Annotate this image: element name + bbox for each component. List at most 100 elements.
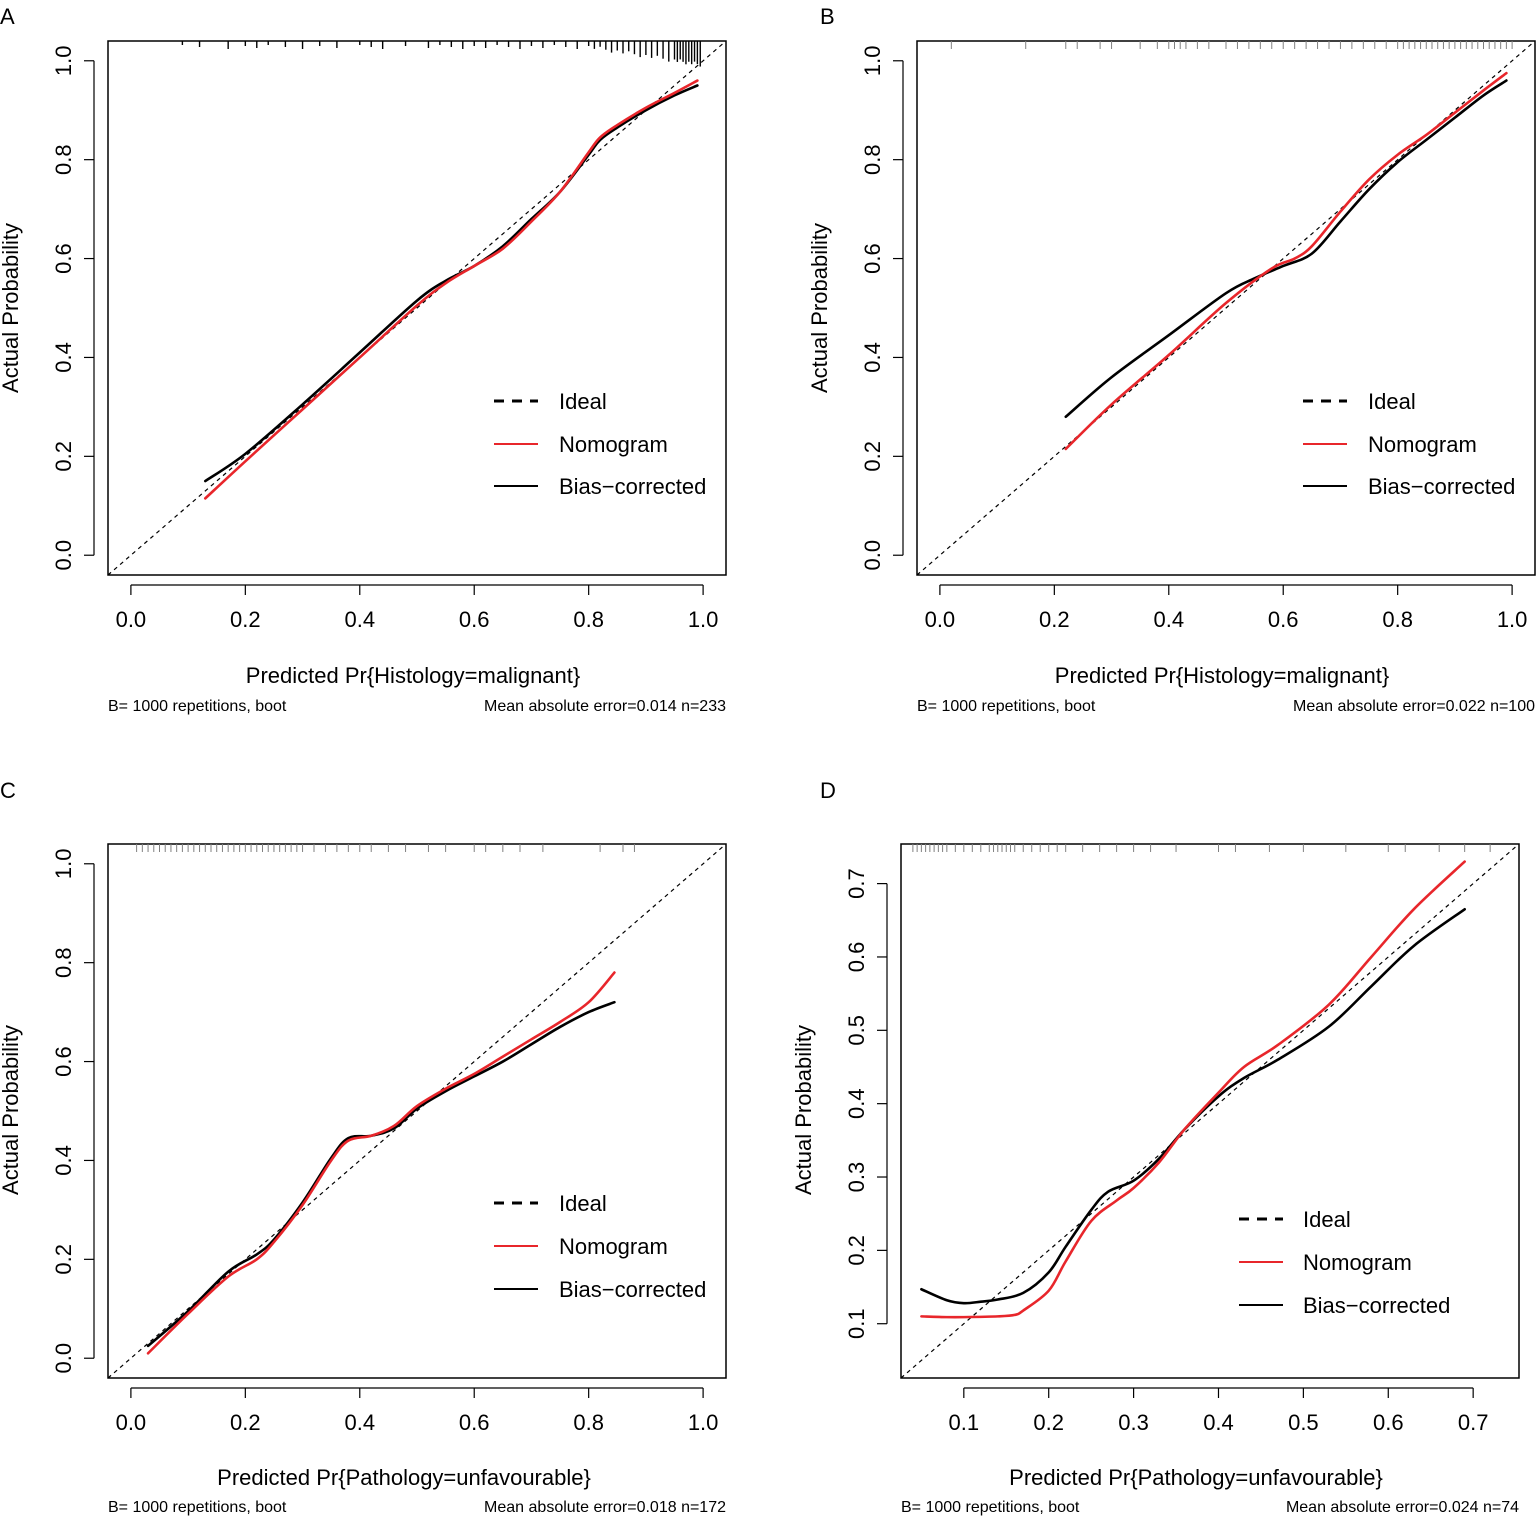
x-axis-label: Predicted Pr{Histology=malignant} bbox=[1055, 663, 1389, 688]
x-tick-label: 0.0 bbox=[925, 607, 956, 632]
x-tick-label: 0.1 bbox=[949, 1410, 980, 1435]
ideal-layer bbox=[900, 843, 1520, 1379]
y-tick-label: 0.2 bbox=[51, 1244, 76, 1275]
x-tick-label: 0.6 bbox=[459, 1410, 490, 1435]
x-tick-label: 0.4 bbox=[344, 607, 375, 632]
panel-b: B 0.0 0.2 0.4 0.6 0.8 1.0 0.00.20.40.60.81.0 … bbox=[807, 4, 1536, 715]
y-tick-label: 0.3 bbox=[844, 1162, 869, 1193]
y-tick-label: 0.6 bbox=[844, 942, 869, 973]
legend-label-nomogram: Nomogram bbox=[1368, 432, 1477, 457]
legend: Ideal Nomogram Bias−corrected bbox=[494, 389, 706, 499]
panel-a: A 0.0 0.2 0.4 0.6 0.8 1.0 0.00.20.40.60.81.0 … bbox=[0, 4, 727, 715]
y-tick-label: 0.6 bbox=[51, 243, 76, 274]
x-tick-label: 0.2 bbox=[230, 1410, 261, 1435]
y-tick-label: 0.8 bbox=[51, 947, 76, 978]
y-axis-ticks: 0.1 0.2 0.3 0.4 0.5 0.6 0.7 bbox=[844, 868, 888, 1339]
panel-c: C 0.0 0.2 0.4 0.6 0.8 1.0 0.00.20.40.60.81.0 … bbox=[0, 778, 727, 1516]
panel-letter: C bbox=[0, 778, 16, 803]
nomogram-curve bbox=[1064, 71, 1508, 451]
legend-label-ideal: Ideal bbox=[559, 1191, 607, 1216]
y-tick-label: 0.4 bbox=[51, 1145, 76, 1176]
rug-layer bbox=[950, 41, 1513, 49]
y-tick-label: 0.4 bbox=[860, 342, 885, 373]
plot-frame bbox=[900, 843, 1520, 1379]
rug-layer bbox=[136, 844, 635, 852]
x-axis-label: Predicted Pr{Histology=malignant} bbox=[246, 663, 580, 688]
ideal-layer bbox=[107, 40, 727, 576]
y-tick-label: 1.0 bbox=[51, 45, 76, 76]
nomogram-curve bbox=[920, 860, 1466, 1319]
bias-corrected-curve bbox=[203, 84, 699, 483]
bias-corrected-curve bbox=[146, 1000, 616, 1348]
x-tick-label: 0.2 bbox=[230, 607, 261, 632]
footnote-left: B= 1000 repetitions, boot bbox=[108, 1499, 287, 1516]
panel-letter: A bbox=[0, 4, 15, 29]
x-tick-label: 0.0 bbox=[116, 1410, 147, 1435]
bias-corrected-curve bbox=[1064, 79, 1508, 419]
y-tick-label: 0.2 bbox=[860, 441, 885, 472]
footnote-left: B= 1000 repetitions, boot bbox=[901, 1499, 1080, 1516]
x-tick-label: 0.3 bbox=[1118, 1410, 1149, 1435]
legend-label-bias-corrected: Bias−corrected bbox=[1303, 1293, 1450, 1318]
y-axis-label: Actual Probability bbox=[0, 1025, 23, 1195]
x-axis-ticks: 0.0 0.2 0.4 0.6 0.8 1.0 bbox=[116, 1387, 718, 1435]
footnote-left: B= 1000 repetitions, boot bbox=[917, 698, 1096, 715]
x-tick-label: 0.4 bbox=[1203, 1410, 1234, 1435]
x-axis-ticks: 0.0 0.2 0.4 0.6 0.8 1.0 bbox=[116, 584, 718, 632]
legend-label-bias-corrected: Bias−corrected bbox=[559, 1277, 706, 1302]
y-tick-label: 0.4 bbox=[844, 1088, 869, 1119]
y-tick-label: 0.7 bbox=[844, 868, 869, 899]
y-tick-label: 0.2 bbox=[51, 441, 76, 472]
legend-label-bias-corrected: Bias−corrected bbox=[1368, 474, 1515, 499]
x-tick-label: 0.6 bbox=[459, 607, 490, 632]
x-axis-label: Predicted Pr{Pathology=unfavourable} bbox=[1009, 1465, 1383, 1490]
x-tick-label: 0.2 bbox=[1039, 607, 1070, 632]
y-tick-label: 0.4 bbox=[51, 342, 76, 373]
y-tick-label: 0.0 bbox=[860, 540, 885, 571]
y-tick-label: 0.1 bbox=[844, 1308, 869, 1339]
y-tick-label: 0.8 bbox=[51, 144, 76, 175]
footnote-right: Mean absolute error=0.018 n=172 bbox=[484, 1499, 726, 1516]
legend-label-nomogram: Nomogram bbox=[559, 432, 668, 457]
legend-label-bias-corrected: Bias−corrected bbox=[559, 474, 706, 499]
y-axis-ticks: 0.0 0.2 0.4 0.6 0.8 1.0 bbox=[860, 45, 904, 571]
y-tick-label: 0.6 bbox=[860, 243, 885, 274]
x-tick-label: 0.2 bbox=[1033, 1410, 1064, 1435]
series-layer bbox=[1064, 71, 1508, 451]
plot-frame bbox=[107, 40, 727, 576]
legend-label-ideal: Ideal bbox=[559, 389, 607, 414]
x-tick-label: 0.0 bbox=[116, 607, 147, 632]
ideal-line bbox=[107, 40, 727, 576]
x-tick-label: 1.0 bbox=[1497, 607, 1528, 632]
panel-letter: D bbox=[820, 778, 836, 803]
footnote-right: Mean absolute error=0.024 n=74 bbox=[1286, 1499, 1519, 1516]
legend: Ideal Nomogram Bias−corrected bbox=[1303, 389, 1515, 499]
legend-label-nomogram: Nomogram bbox=[1303, 1250, 1412, 1275]
ideal-line bbox=[900, 843, 1520, 1379]
panel-letter: B bbox=[820, 4, 835, 29]
y-axis-label: Actual Probability bbox=[791, 1025, 816, 1195]
y-tick-label: 0.8 bbox=[860, 144, 885, 175]
y-tick-label: 1.0 bbox=[860, 45, 885, 76]
legend-label-ideal: Ideal bbox=[1303, 1207, 1351, 1232]
y-tick-label: 0.0 bbox=[51, 1343, 76, 1374]
legend: Ideal Nomogram Bias−corrected bbox=[1239, 1207, 1450, 1318]
x-tick-label: 0.5 bbox=[1288, 1410, 1319, 1435]
y-tick-label: 0.6 bbox=[51, 1046, 76, 1077]
x-axis-ticks: 0.1 0.2 0.3 0.4 0.5 0.6 0.7 bbox=[949, 1387, 1488, 1435]
legend-label-nomogram: Nomogram bbox=[559, 1234, 668, 1259]
x-tick-label: 0.6 bbox=[1373, 1410, 1404, 1435]
nomogram-curve bbox=[146, 971, 616, 1355]
y-axis-ticks: 0.0 0.2 0.4 0.6 0.8 1.0 bbox=[51, 848, 95, 1374]
x-tick-label: 0.8 bbox=[1382, 607, 1413, 632]
x-tick-label: 0.6 bbox=[1268, 607, 1299, 632]
rug-layer bbox=[181, 41, 701, 67]
nomogram-curve bbox=[203, 79, 699, 500]
series-layer bbox=[146, 971, 616, 1355]
footnote-left: B= 1000 repetitions, boot bbox=[108, 698, 287, 715]
series-layer bbox=[203, 79, 699, 500]
legend: Ideal Nomogram Bias−corrected bbox=[494, 1191, 706, 1302]
x-axis-ticks: 0.0 0.2 0.4 0.6 0.8 1.0 bbox=[925, 584, 1528, 632]
x-tick-label: 0.4 bbox=[344, 1410, 375, 1435]
